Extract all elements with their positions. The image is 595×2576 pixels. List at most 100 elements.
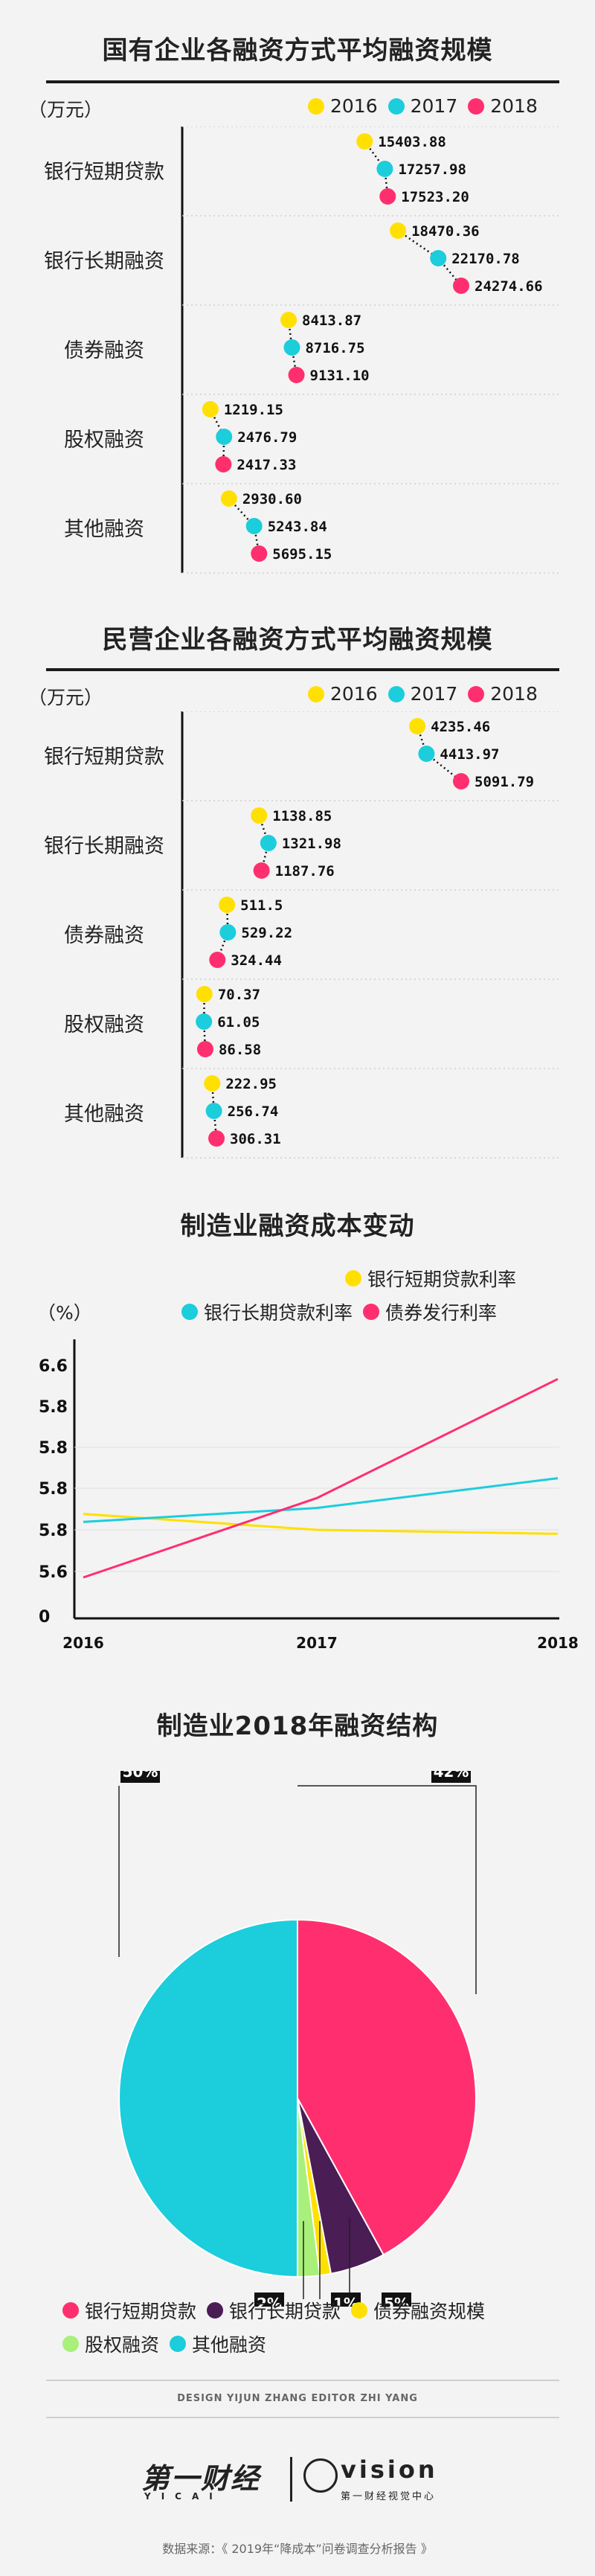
chart1-plot: 银行短期贷款 15403.88 17257.98 17523.20 银行长期融资 1847… bbox=[44, 126, 559, 574]
data-point bbox=[379, 188, 396, 205]
legend4-long-loan-label: 银行长期贷款 bbox=[229, 2301, 341, 2322]
legend-2017-label: 2017 bbox=[410, 95, 458, 117]
chart1-unit: （万元） bbox=[28, 99, 103, 121]
legend-2016-label: 2016 bbox=[330, 95, 378, 117]
legend2-2018-marker bbox=[468, 685, 485, 702]
chart4-title: 制造业2018年融资结构 bbox=[156, 1711, 439, 1741]
chart3-plot: 0 5.6 5.8 5.8 5.8 5.8 6.6 2016 2017 2018 bbox=[39, 1339, 579, 1652]
vision-logo-mark bbox=[303, 2458, 338, 2493]
data-point bbox=[202, 401, 219, 417]
legend-2018-marker bbox=[468, 97, 485, 115]
callout-label: 50% bbox=[123, 1771, 158, 1781]
category-label: 银行长期融资 bbox=[44, 250, 164, 273]
brand-divider bbox=[290, 2457, 292, 2502]
pie-slice bbox=[297, 1918, 477, 2256]
data-label: 8413.87 bbox=[302, 313, 361, 329]
category-label: 银行短期贷款 bbox=[44, 161, 164, 184]
data-point bbox=[219, 924, 237, 941]
y-tick-label: 0 bbox=[39, 1608, 50, 1627]
data-point bbox=[251, 545, 268, 562]
callout-label: 42% bbox=[434, 1771, 469, 1781]
category-label: 债券融资 bbox=[64, 924, 144, 947]
data-label: 222.95 bbox=[225, 1076, 277, 1092]
data-label: 2930.60 bbox=[242, 491, 302, 507]
data-point bbox=[418, 746, 435, 762]
legend4-bond-marker bbox=[351, 2302, 368, 2319]
data-point bbox=[196, 986, 213, 1002]
brand-logos: 第一财经 YICAI vision 第一财经视觉中心 bbox=[141, 2455, 454, 2508]
legend2-2017-marker bbox=[387, 685, 405, 702]
series-line bbox=[83, 1513, 559, 1535]
data-label: 511.5 bbox=[240, 897, 283, 914]
y-tick-label: 5.8 bbox=[39, 1439, 68, 1458]
data-label: 5695.15 bbox=[272, 546, 332, 563]
data-label: 9131.10 bbox=[310, 368, 370, 384]
data-point bbox=[196, 1013, 213, 1030]
callout-box bbox=[254, 2293, 284, 2307]
x-tick-label: 2017 bbox=[296, 1634, 338, 1652]
data-label: 4235.46 bbox=[431, 719, 490, 735]
data-point bbox=[216, 429, 233, 445]
series-line bbox=[83, 1477, 559, 1523]
chart2-title: 民营企业各融资方式平均融资规模 bbox=[102, 625, 493, 655]
data-label: 5243.84 bbox=[268, 519, 327, 535]
footer-rule-bottom bbox=[46, 2417, 559, 2418]
legend4-long-loan-marker bbox=[207, 2302, 224, 2319]
legend4-equity-marker bbox=[62, 2336, 79, 2352]
y-tick-label: 6.6 bbox=[39, 1357, 68, 1376]
y-tick-label: 5.8 bbox=[39, 1522, 68, 1540]
data-point bbox=[205, 1103, 222, 1119]
x-tick-label: 2018 bbox=[537, 1634, 579, 1652]
data-label: 306.31 bbox=[230, 1131, 281, 1147]
data-point bbox=[430, 250, 447, 266]
legend4-bond-label: 债券融资规模 bbox=[373, 2301, 486, 2322]
legend3-short-loan-marker bbox=[345, 1270, 361, 1287]
legend-2016-marker bbox=[308, 97, 324, 115]
callout-box bbox=[382, 2293, 411, 2307]
legend3-bond-marker bbox=[363, 1304, 380, 1320]
legend2-2016-label: 2016 bbox=[330, 683, 378, 705]
chart1-title: 国有企业各融资方式平均融资规模 bbox=[102, 36, 493, 65]
chart3-title: 制造业融资成本变动 bbox=[180, 1211, 415, 1241]
vision-logo-sub: 第一财经视觉中心 bbox=[341, 2491, 437, 2502]
chart3-legend-row2: 银行长期贷款利率 债券发行利率 bbox=[171, 1298, 497, 1325]
chart4-legend-row2: 股权融资 其他融资 bbox=[52, 2330, 266, 2357]
category-label: 其他融资 bbox=[64, 1103, 144, 1126]
legend2-2018-label: 2018 bbox=[490, 683, 538, 705]
data-point bbox=[453, 773, 469, 789]
chart4-legend-row1: 银行短期贷款 银行长期贷款 债券融资规模 bbox=[52, 2297, 485, 2324]
data-point bbox=[209, 952, 226, 968]
chart3-legend-row1: 银行短期贷款利率 bbox=[335, 1265, 516, 1292]
legend4-other-label: 其他融资 bbox=[192, 2334, 267, 2356]
data-point bbox=[245, 518, 263, 534]
data-label: 1138.85 bbox=[272, 808, 332, 824]
dot-connector bbox=[228, 498, 255, 527]
data-label: 324.44 bbox=[231, 952, 282, 969]
chart1-legend: 2016 2017 2018 bbox=[298, 95, 538, 117]
legend4-other-marker bbox=[170, 2336, 187, 2352]
data-point bbox=[288, 367, 305, 383]
pie-callouts: 42% 5% 1% 2% 50% bbox=[118, 1771, 477, 2307]
y-tick-label: 5.6 bbox=[39, 1563, 68, 1582]
data-label: 2417.33 bbox=[237, 457, 296, 473]
data-point bbox=[356, 133, 373, 150]
category-label: 股权融资 bbox=[64, 429, 144, 452]
data-point bbox=[220, 490, 237, 507]
legend4-equity-label: 股权融资 bbox=[85, 2334, 160, 2356]
chart2-legend: 2016 2017 2018 bbox=[298, 683, 538, 705]
footer-rule-top bbox=[46, 2380, 559, 2381]
data-point bbox=[280, 312, 298, 328]
data-label: 15403.88 bbox=[378, 134, 446, 150]
callout-box bbox=[120, 1771, 160, 1783]
data-point bbox=[251, 807, 268, 824]
data-label: 70.37 bbox=[218, 987, 260, 1003]
data-label: 1219.15 bbox=[224, 402, 283, 418]
vision-logo: vision bbox=[341, 2455, 438, 2484]
data-point bbox=[376, 161, 393, 177]
dot-connector bbox=[437, 257, 462, 286]
chart1-rule bbox=[46, 80, 559, 83]
y-tick-label: 5.8 bbox=[39, 1398, 68, 1417]
callout-box bbox=[431, 1771, 471, 1783]
category-label: 债券融资 bbox=[64, 339, 144, 362]
data-label: 1187.76 bbox=[275, 863, 335, 880]
